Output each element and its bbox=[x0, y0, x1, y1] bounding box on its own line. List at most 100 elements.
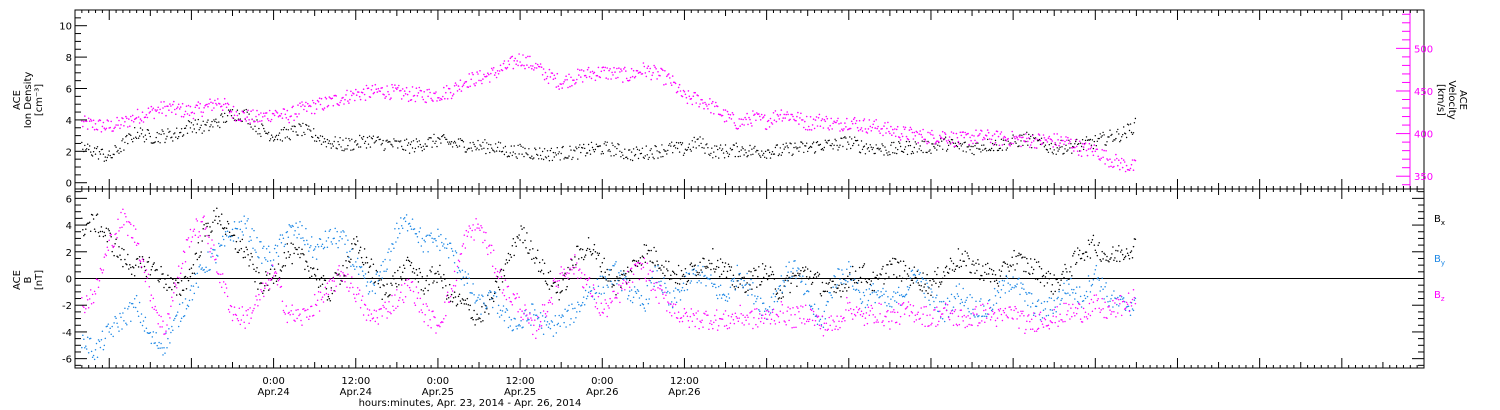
density-point bbox=[189, 127, 192, 129]
bx-point bbox=[1078, 249, 1081, 252]
by-point bbox=[171, 325, 173, 328]
velocity-point bbox=[150, 105, 153, 108]
bx-point bbox=[812, 276, 815, 279]
density-point bbox=[86, 148, 88, 150]
velocity-point bbox=[748, 116, 750, 119]
bx-point bbox=[520, 225, 522, 227]
bx-point bbox=[765, 273, 768, 275]
bx-point bbox=[708, 259, 710, 262]
bx-point bbox=[374, 281, 377, 283]
density-point bbox=[509, 152, 511, 154]
by-point bbox=[341, 237, 343, 240]
by-point bbox=[610, 280, 612, 283]
velocity-point bbox=[444, 97, 446, 100]
velocity-point bbox=[969, 136, 971, 139]
bx-point bbox=[501, 281, 504, 283]
bx-point bbox=[835, 291, 837, 294]
velocity-point bbox=[420, 90, 423, 92]
density-point bbox=[895, 147, 897, 149]
bz-point bbox=[265, 282, 267, 285]
velocity-point bbox=[367, 87, 370, 89]
bz-point bbox=[295, 309, 297, 311]
density-point bbox=[562, 145, 564, 148]
density-point bbox=[956, 145, 959, 148]
density-point bbox=[563, 158, 565, 160]
bx-point bbox=[825, 282, 828, 284]
by-point bbox=[404, 220, 407, 223]
bx-point bbox=[899, 260, 902, 262]
density-point bbox=[341, 149, 343, 152]
density-point bbox=[340, 146, 342, 148]
velocity-point bbox=[1102, 156, 1104, 159]
by-point bbox=[1067, 292, 1069, 294]
density-point bbox=[1007, 140, 1009, 142]
density-point bbox=[1046, 149, 1049, 151]
density-point bbox=[110, 157, 112, 159]
density-point bbox=[256, 119, 258, 121]
bx-point bbox=[218, 215, 220, 218]
velocity-point bbox=[107, 120, 110, 122]
density-point bbox=[223, 121, 225, 123]
density-point bbox=[1050, 142, 1053, 145]
by-point bbox=[154, 342, 156, 344]
density-point bbox=[654, 145, 656, 147]
density-point bbox=[1006, 147, 1008, 149]
density-point bbox=[190, 122, 193, 124]
by-point bbox=[189, 289, 192, 291]
by-point bbox=[603, 292, 605, 294]
by-point bbox=[584, 289, 587, 292]
density-point bbox=[493, 150, 495, 152]
density-point bbox=[661, 144, 663, 146]
density-point bbox=[219, 126, 221, 129]
bz-point bbox=[283, 311, 286, 314]
velocity-point bbox=[679, 90, 682, 92]
by-point bbox=[997, 291, 1000, 294]
velocity-point bbox=[667, 74, 669, 76]
velocity-point bbox=[164, 105, 166, 108]
bx-point bbox=[281, 266, 284, 268]
density-point bbox=[584, 155, 587, 157]
density-point bbox=[795, 146, 797, 148]
bx-point bbox=[115, 238, 117, 240]
velocity-point bbox=[472, 73, 474, 76]
by-point bbox=[909, 277, 912, 279]
velocity-point bbox=[841, 128, 843, 130]
bx-point bbox=[963, 260, 965, 262]
velocity-point bbox=[535, 62, 537, 65]
by-point bbox=[674, 287, 677, 289]
by-point bbox=[409, 225, 412, 227]
bx-point bbox=[1037, 261, 1040, 263]
bx-point bbox=[471, 316, 473, 319]
bx-point bbox=[841, 283, 843, 286]
velocity-point bbox=[1091, 150, 1094, 153]
velocity-point bbox=[1118, 159, 1120, 161]
density-point bbox=[356, 144, 358, 146]
velocity-point bbox=[94, 123, 97, 125]
bx-point bbox=[797, 272, 799, 274]
velocity-point bbox=[445, 91, 447, 94]
bx-point bbox=[413, 272, 416, 274]
density-point bbox=[148, 132, 150, 135]
velocity-point bbox=[692, 95, 695, 97]
velocity-point bbox=[145, 114, 148, 116]
by-point bbox=[746, 272, 748, 275]
bz-point bbox=[122, 208, 124, 210]
velocity-point bbox=[1108, 166, 1110, 168]
bx-point bbox=[686, 280, 689, 283]
density-point bbox=[81, 141, 83, 144]
bx-point bbox=[662, 272, 664, 275]
velocity-point bbox=[142, 121, 145, 123]
velocity-point bbox=[926, 142, 928, 145]
bx-point bbox=[1108, 261, 1110, 263]
by-point bbox=[917, 269, 919, 271]
bx-point bbox=[130, 273, 133, 275]
by-point bbox=[1069, 294, 1071, 296]
bz-point bbox=[246, 314, 248, 316]
velocity-point bbox=[607, 78, 609, 80]
by-point bbox=[543, 320, 546, 322]
bx-point bbox=[1041, 275, 1044, 278]
bx-point bbox=[244, 256, 246, 259]
bx-point bbox=[366, 262, 369, 264]
bx-point bbox=[265, 274, 268, 276]
velocity-point bbox=[631, 75, 634, 78]
